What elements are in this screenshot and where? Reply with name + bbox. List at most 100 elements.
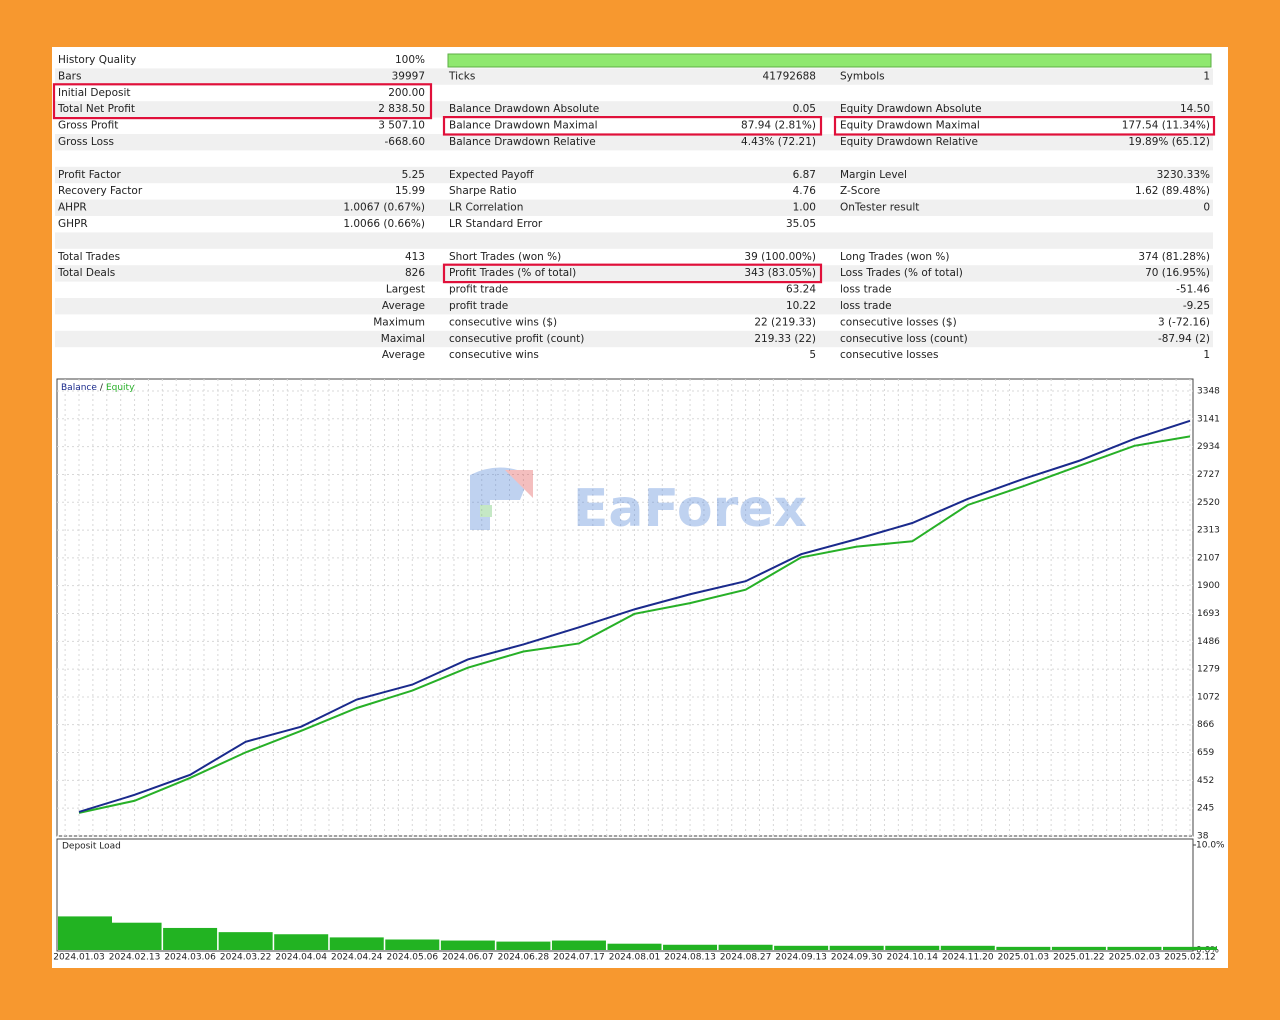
stat-value: 374 (81.28%) [1138, 251, 1210, 263]
legend-entry: Balance [61, 383, 97, 393]
stat-label: profit trade [449, 284, 508, 296]
bar [1163, 946, 1217, 950]
legend: Balance / Equity [61, 383, 135, 393]
stat-label: consecutive wins ($) [449, 316, 557, 328]
y-tick-label: 1693 [1197, 609, 1220, 619]
highlight-box [442, 263, 823, 284]
stat-label: Gross Loss [58, 136, 114, 148]
stat-label: LR Standard Error [449, 218, 543, 230]
watermark: EaForex [573, 479, 807, 539]
row-shade [55, 101, 1213, 118]
stat-value: 343 (83.05%) [744, 267, 816, 279]
y-tick-label: 1072 [1197, 692, 1220, 702]
stat-value: 6.87 [793, 169, 816, 181]
stat-value: 22 (219.33) [754, 316, 816, 328]
stat-value: 39997 [392, 70, 425, 82]
stat-label: History Quality [58, 54, 136, 66]
x-tick-label: 2024.06.07 [442, 953, 494, 963]
stat-label: Loss Trades (% of total) [840, 267, 963, 279]
stat-value: -51.46 [1176, 284, 1210, 296]
stat-label: Equity Drawdown Relative [840, 136, 978, 148]
stat-label: Recovery Factor [58, 185, 143, 197]
stat-value: 35.05 [786, 218, 816, 230]
row-backgrounds [55, 68, 1213, 348]
stat-label: loss trade [840, 300, 892, 312]
stat-value: 5 [809, 349, 816, 361]
y-tick-label: 38 [1197, 832, 1209, 842]
row-shade [55, 134, 1213, 151]
stat-value: 826 [405, 267, 425, 279]
bar [829, 945, 884, 950]
row-shade [55, 298, 1213, 315]
stat-label: LR Correlation [449, 202, 523, 214]
series-line [78, 419, 1191, 813]
y-tick-label: 866 [1197, 720, 1214, 730]
stat-label: Balance Drawdown Absolute [449, 103, 599, 115]
y-tick-label: 452 [1197, 776, 1214, 786]
stat-value: 1.00 [793, 202, 816, 214]
x-tick-label: 2025.02.03 [1109, 953, 1161, 963]
stat-label: Initial Deposit [58, 87, 131, 99]
stat-value: 0.05 [793, 103, 816, 115]
stat-value: -668.60 [384, 136, 425, 148]
x-tick-label: 2024.10.14 [886, 953, 938, 963]
y-tick-label: 2934 [1197, 442, 1220, 452]
x-tick-label: 2024.03.22 [220, 953, 272, 963]
stat-label: Z-Score [840, 185, 880, 197]
y-tick-label: 2727 [1197, 470, 1220, 480]
bar [940, 945, 995, 950]
bar [607, 943, 662, 950]
stat-label: AHPR [58, 202, 87, 214]
bar [663, 944, 718, 950]
row-shade [55, 68, 1213, 85]
row-shade [55, 199, 1213, 216]
bar [774, 945, 829, 950]
x-tick-label: 2024.04.04 [275, 953, 327, 963]
stat-label: OnTester result [840, 202, 919, 214]
stat-label: Expected Payoff [449, 169, 534, 181]
y-tick-label: 2520 [1197, 498, 1220, 508]
stat-value: 1 [1203, 70, 1210, 82]
stat-value: 63.24 [786, 284, 816, 296]
bar [385, 939, 440, 950]
x-tick-label: 2024.09.13 [775, 953, 827, 963]
stat-label: consecutive losses [840, 349, 938, 361]
stat-value: 1.62 (89.48%) [1135, 185, 1210, 197]
stat-label: Equity Drawdown Maximal [840, 120, 980, 132]
stat-value: 15.99 [395, 185, 425, 197]
row-shade [55, 265, 1213, 282]
legend-entry: Equity [106, 383, 135, 393]
x-tick-label: 2024.02.13 [109, 953, 161, 963]
stat-value: 177.54 (11.34%) [1122, 120, 1210, 132]
bar [274, 934, 329, 950]
stat-value: 1.0067 (0.67%) [343, 202, 425, 214]
stat-label: Total Deals [57, 267, 115, 279]
y-tick-label: 0.0% [1196, 946, 1219, 956]
highlight-box [52, 83, 433, 120]
stat-value: 100% [395, 54, 425, 66]
stat-value: -9.25 [1183, 300, 1210, 312]
watermark-logo [470, 467, 533, 530]
stat-value: 4.43% (72.21) [741, 136, 816, 148]
bar [58, 916, 112, 950]
balance-chart-frame [56, 378, 1194, 837]
y-tick-label: 1486 [1197, 637, 1220, 647]
bar [218, 932, 273, 950]
bar [1107, 946, 1162, 950]
stat-value: 70 (16.95%) [1145, 267, 1210, 279]
bar [329, 937, 384, 950]
x-tick-label: 2024.09.30 [831, 953, 883, 963]
stat-label: Profit Trades (% of total) [449, 267, 576, 279]
stat-label: Sharpe Ratio [449, 185, 517, 197]
x-tick-label: 2025.01.22 [1053, 953, 1105, 963]
stat-value: 14.50 [1180, 103, 1210, 115]
stat-label: Total Net Profit [57, 103, 135, 115]
x-tick-label: 2025.02.12 [1164, 953, 1216, 963]
stat-value: 19.89% (65.12) [1128, 136, 1210, 148]
legend-separator: / [100, 383, 104, 393]
stat-value: 3230.33% [1157, 169, 1210, 181]
y-tick-label: 2313 [1197, 526, 1220, 536]
row-shade [55, 166, 1213, 184]
